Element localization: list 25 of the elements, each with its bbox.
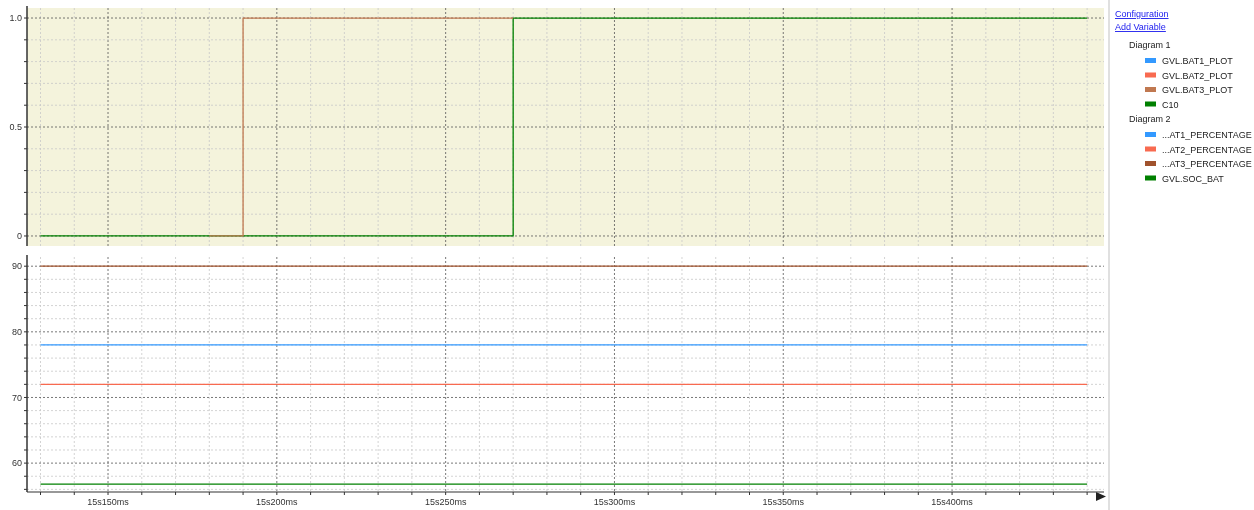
y-tick-label: 90 [11, 261, 22, 272]
y-tick-label: 70 [11, 392, 22, 403]
x-tick-label: 15s400ms [931, 497, 974, 507]
legend-label: ...AT1_PERCENTAGE [1162, 130, 1252, 140]
legend-title: Diagram 1 [1129, 40, 1171, 50]
legend-label: GVL.SOC_BAT [1162, 173, 1225, 184]
legend-label: ...AT3_PERCENTAGE [1162, 159, 1252, 169]
x-tick-label: 15s250ms [424, 497, 467, 507]
x-tick-label: 15s300ms [593, 497, 636, 507]
legend-label: ...AT2_PERCENTAGE [1162, 144, 1252, 155]
text: Add Variable [1115, 22, 1166, 32]
legend-label: GVL.BAT2_PLOT [1162, 70, 1234, 81]
y-tick-label: 60 [11, 458, 22, 469]
x-tick-label: 15s150ms [87, 497, 130, 507]
x-tick-label: 15s350ms [762, 497, 805, 507]
legend-label: GVL.BAT1_PLOT [1162, 56, 1234, 66]
legend-title: Diagram 2 [1129, 114, 1171, 124]
text: Configuration [1115, 9, 1169, 19]
y-tick-label: 0.5 [9, 122, 22, 133]
y-tick-label: 0 [16, 231, 22, 242]
y-tick-label: 1.0 [9, 13, 22, 24]
y-tick-label: 80 [11, 326, 22, 337]
legend-label: C10 [1162, 99, 1179, 110]
legend-label: GVL.BAT3_PLOT [1162, 85, 1234, 95]
x-tick-label: 15s200ms [256, 497, 299, 507]
